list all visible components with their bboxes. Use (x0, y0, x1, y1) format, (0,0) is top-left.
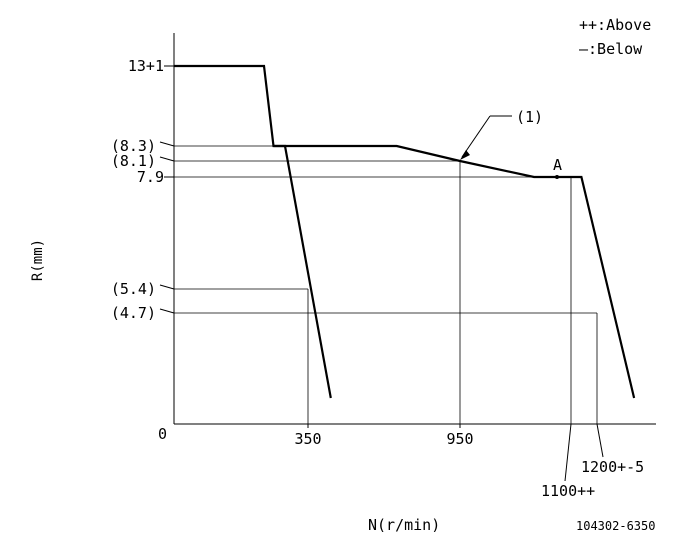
y-tick-label-5: (5.4) (111, 280, 156, 298)
x-axis-label: N(r/min) (368, 516, 440, 534)
callout-label: (1) (516, 108, 543, 126)
x-tick-3 (564, 423, 572, 482)
y-tick-label-2: (8.3) (111, 137, 156, 155)
x-tick-label-3: 1100++ (541, 482, 595, 500)
callout-leader-diag (461, 115, 491, 158)
legend-below: —:Below (579, 40, 643, 58)
axes (173, 33, 656, 425)
y-tick-label-6: (4.7) (111, 304, 156, 322)
y-tick-6 (159, 308, 175, 314)
x-tick-label-1: 350 (294, 430, 321, 448)
tick-labels: 13+1 (8.3)(8.1)7.9 (5.4) (4.7) 350 950 1100++ 1… (111, 57, 644, 500)
figure-code: 104302-6350 (576, 519, 655, 533)
callout-arrowhead (460, 150, 470, 160)
y-tick-2 (159, 141, 175, 147)
series-line-2 (273, 144, 636, 399)
x-tick-4 (596, 423, 604, 458)
legend-above: ++:Above (579, 16, 651, 34)
point-a-label: A (553, 156, 562, 174)
series-lines (174, 64, 636, 399)
reference-lines (174, 115, 598, 424)
point-a-marker (555, 175, 559, 179)
y-tick-label-4: 7.9 (137, 168, 164, 186)
y-tick-label-3: (8.1) (111, 152, 156, 170)
y-tick-3 (159, 156, 175, 162)
tick-marks (159, 65, 604, 482)
series-line-1 (174, 64, 332, 399)
origin-label: 0 (158, 425, 167, 443)
y-tick-5 (159, 284, 175, 290)
x-tick-label-2: 950 (446, 430, 473, 448)
x-tick-label-4: 1200+-5 (581, 458, 644, 476)
y-axis-label: R(mm) (30, 239, 46, 281)
y-tick-label-1: 13+1 (128, 57, 164, 75)
